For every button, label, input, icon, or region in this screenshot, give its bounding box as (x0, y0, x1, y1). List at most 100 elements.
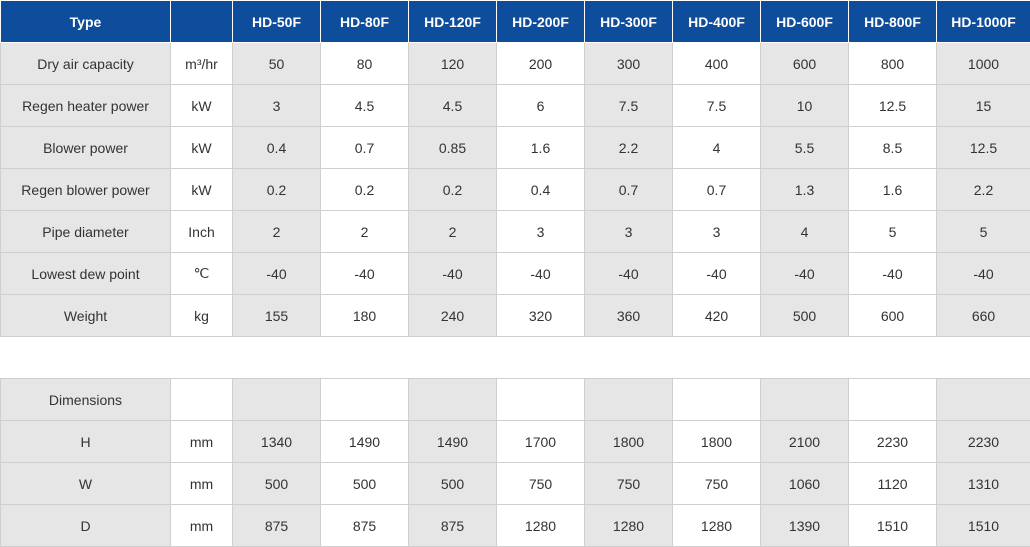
value-cell: 0.2 (233, 169, 321, 211)
header-model: HD-1000F (937, 1, 1030, 43)
value-cell: 240 (409, 295, 497, 337)
value-cell: -40 (673, 253, 761, 295)
value-cell: 1280 (673, 505, 761, 547)
value-cell (761, 379, 849, 421)
value-cell: 600 (849, 295, 937, 337)
value-cell: 500 (233, 463, 321, 505)
value-cell: 8.5 (849, 127, 937, 169)
value-cell: 3 (673, 211, 761, 253)
value-cell: 1000 (937, 43, 1030, 85)
value-cell: 4 (761, 211, 849, 253)
value-cell: 500 (761, 295, 849, 337)
table-header: Type HD-50F HD-80F HD-120F HD-200F HD-30… (1, 1, 1030, 43)
value-cell: 400 (673, 43, 761, 85)
value-cell: -40 (937, 253, 1030, 295)
value-cell: 1490 (321, 421, 409, 463)
value-cell: 0.2 (409, 169, 497, 211)
value-cell: 7.5 (673, 85, 761, 127)
value-cell: -40 (761, 253, 849, 295)
value-cell: 4 (673, 127, 761, 169)
spacer-cell (1, 337, 1030, 379)
value-cell: 2 (409, 211, 497, 253)
value-cell: 120 (409, 43, 497, 85)
value-cell: 3 (497, 211, 585, 253)
value-cell: 1.6 (849, 169, 937, 211)
value-cell: 1700 (497, 421, 585, 463)
value-cell: 300 (585, 43, 673, 85)
value-cell: 660 (937, 295, 1030, 337)
value-cell (849, 379, 937, 421)
row-label: Weight (1, 295, 171, 337)
value-cell: 1390 (761, 505, 849, 547)
row-label: D (1, 505, 171, 547)
value-cell (497, 379, 585, 421)
dimensions-label: Dimensions (1, 379, 171, 421)
value-cell: 1.6 (497, 127, 585, 169)
value-cell: 2 (233, 211, 321, 253)
value-cell: 875 (321, 505, 409, 547)
value-cell: 1800 (673, 421, 761, 463)
header-model: HD-120F (409, 1, 497, 43)
header-model: HD-800F (849, 1, 937, 43)
value-cell: 0.7 (321, 127, 409, 169)
spacer-row (1, 337, 1030, 379)
value-cell: 2 (321, 211, 409, 253)
header-model: HD-300F (585, 1, 673, 43)
row-unit: kW (171, 85, 233, 127)
value-cell: 155 (233, 295, 321, 337)
value-cell (937, 379, 1030, 421)
row-unit: mm (171, 463, 233, 505)
value-cell: 1510 (849, 505, 937, 547)
value-cell: 12.5 (849, 85, 937, 127)
value-cell: -40 (321, 253, 409, 295)
value-cell: 0.4 (497, 169, 585, 211)
value-cell: 500 (409, 463, 497, 505)
row-label: Dry air capacity (1, 43, 171, 85)
value-cell: -40 (585, 253, 673, 295)
row-label: Regen blower power (1, 169, 171, 211)
row-label: Pipe diameter (1, 211, 171, 253)
row-unit: kg (171, 295, 233, 337)
header-unit (171, 1, 233, 43)
value-cell: 1490 (409, 421, 497, 463)
value-cell: 10 (761, 85, 849, 127)
value-cell: 1310 (937, 463, 1030, 505)
value-cell: 2.2 (585, 127, 673, 169)
value-cell (673, 379, 761, 421)
value-cell (321, 379, 409, 421)
value-cell: 600 (761, 43, 849, 85)
row-unit: kW (171, 127, 233, 169)
header-type: Type (1, 1, 171, 43)
value-cell: 3 (585, 211, 673, 253)
value-cell: -40 (409, 253, 497, 295)
value-cell: 500 (321, 463, 409, 505)
header-model: HD-80F (321, 1, 409, 43)
header-model: HD-50F (233, 1, 321, 43)
value-cell: 750 (497, 463, 585, 505)
row-unit: mm (171, 505, 233, 547)
value-cell: 5 (849, 211, 937, 253)
value-cell: 1120 (849, 463, 937, 505)
value-cell (585, 379, 673, 421)
row-label: Blower power (1, 127, 171, 169)
value-cell: 2230 (937, 421, 1030, 463)
value-cell: 50 (233, 43, 321, 85)
value-cell: 200 (497, 43, 585, 85)
value-cell: 1060 (761, 463, 849, 505)
value-cell: 750 (673, 463, 761, 505)
value-cell: 15 (937, 85, 1030, 127)
row-unit: mm (171, 421, 233, 463)
value-cell: 4.5 (409, 85, 497, 127)
value-cell: 420 (673, 295, 761, 337)
row-label: W (1, 463, 171, 505)
value-cell: -40 (233, 253, 321, 295)
value-cell (233, 379, 321, 421)
value-cell: 2230 (849, 421, 937, 463)
row-unit: m³/hr (171, 43, 233, 85)
